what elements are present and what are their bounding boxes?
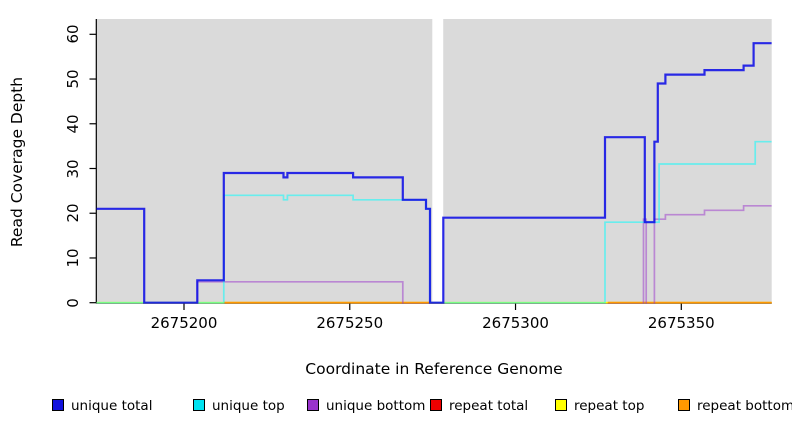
legend-swatch-icon	[430, 399, 442, 411]
x-tick-label: 2675300	[482, 314, 549, 332]
x-tick-label: 2675350	[647, 314, 715, 332]
legend-label: unique top	[212, 398, 285, 414]
legend-label: unique bottom	[326, 398, 426, 414]
x-tick-label: 2675250	[316, 314, 384, 332]
y-tick-label: 20	[64, 203, 82, 223]
y-tick-label: 10	[64, 248, 82, 268]
y-tick-label: 60	[64, 24, 82, 44]
x-tick-label: 2675200	[150, 314, 218, 332]
y-tick-label: 0	[64, 297, 82, 308]
legend-swatch-icon	[307, 399, 319, 411]
x-axis-title: Coordinate in Reference Genome	[305, 360, 563, 378]
y-tick-label: 40	[64, 114, 82, 134]
legend-swatch-icon	[52, 399, 64, 411]
y-axis-title: Read Coverage Depth	[8, 76, 26, 248]
series-line-unique-bottom	[96, 204, 772, 304]
y-tick-label: 30	[64, 158, 82, 179]
y-tick-label: 50	[64, 69, 82, 89]
legend-swatch-icon	[678, 399, 690, 411]
legend-label: repeat total	[449, 398, 529, 414]
series-line-unique-total	[96, 42, 772, 304]
missing-data-gap-band	[432, 19, 444, 303]
legend-label: repeat top	[574, 398, 645, 414]
legend-swatch-icon	[193, 399, 205, 411]
legend-swatch-icon	[555, 399, 567, 411]
legend-label: unique total	[71, 398, 153, 414]
series-lines	[96, 42, 772, 304]
axis-ticks	[89, 33, 682, 310]
legend-label: repeat bottom	[697, 398, 792, 414]
